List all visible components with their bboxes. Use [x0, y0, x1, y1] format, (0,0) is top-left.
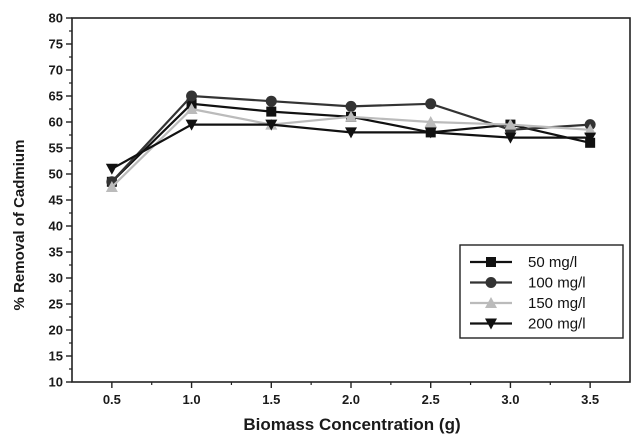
series-2	[106, 90, 596, 188]
x-tick-label: 2.0	[342, 392, 360, 407]
y-tick-label: 65	[49, 89, 63, 104]
data-point	[265, 95, 277, 107]
data-point	[424, 116, 437, 127]
data-point	[584, 123, 597, 135]
y-tick-label: 10	[49, 375, 63, 390]
legend-item: 200 mg/l	[470, 316, 586, 333]
legend-item: 50 mg/l	[470, 254, 577, 271]
x-tick-label: 1.0	[183, 392, 201, 407]
axes: 10 15 20 25 30 35 40 45 50 55 60 65 70 75 80 0.5 1.0 1.5 2…	[49, 11, 631, 407]
y-tick-label: 25	[49, 297, 63, 312]
data-point	[185, 103, 198, 114]
x-tick-label: 3.0	[501, 392, 519, 407]
data-point	[345, 110, 357, 122]
y-tick-label: 30	[49, 271, 63, 286]
y-axis-title: % Removal of Cadmium	[11, 140, 28, 311]
legend-label: 200 mg/l	[528, 316, 586, 333]
series-4	[105, 119, 597, 175]
legend-marker	[485, 277, 497, 288]
data-point	[105, 181, 118, 192]
legend-marker	[486, 257, 496, 267]
data-point	[345, 127, 357, 139]
series-lines	[105, 90, 597, 192]
y-tick-label: 45	[49, 193, 63, 208]
y-tick-label: 40	[49, 219, 63, 234]
legend-label: 100 mg/l	[528, 275, 586, 292]
y-tick-label: 60	[49, 115, 63, 130]
y-tick-label: 15	[49, 349, 63, 364]
y-tick-label: 35	[49, 245, 63, 260]
legend-label: 50 mg/l	[528, 254, 577, 271]
data-point	[504, 132, 517, 144]
data-point	[186, 90, 198, 102]
legend-marker	[485, 318, 497, 330]
data-point	[424, 127, 437, 139]
legend-label: 150 mg/l	[528, 295, 586, 312]
y-tick-label: 75	[49, 37, 63, 52]
data-point	[105, 163, 118, 175]
data-point	[425, 98, 437, 110]
x-tick-label: 2.5	[422, 392, 440, 407]
data-point	[504, 118, 517, 130]
data-point	[345, 100, 357, 112]
x-tick-label: 1.5	[262, 392, 280, 407]
x-tick-label: 3.5	[581, 392, 599, 407]
data-point	[265, 119, 278, 131]
data-point	[584, 132, 597, 144]
legend-marker	[485, 297, 497, 308]
legend: 50 mg/l 100 mg/l 150 mg/l 200 mg/l	[459, 244, 624, 339]
y-tick-label: 55	[49, 141, 63, 156]
data-point	[185, 119, 198, 131]
y-tick-label: 50	[49, 167, 63, 182]
data-point	[266, 106, 277, 117]
y-tick-label: 20	[49, 323, 63, 338]
legend-item: 150 mg/l	[470, 295, 586, 312]
legend-item: 100 mg/l	[470, 275, 586, 292]
y-tick-label: 70	[49, 63, 63, 78]
x-axis-title: Biomass Concentration (g)	[243, 415, 460, 434]
y-tick-label: 80	[49, 11, 63, 26]
series-3	[105, 103, 597, 192]
x-tick-label: 0.5	[103, 392, 121, 407]
